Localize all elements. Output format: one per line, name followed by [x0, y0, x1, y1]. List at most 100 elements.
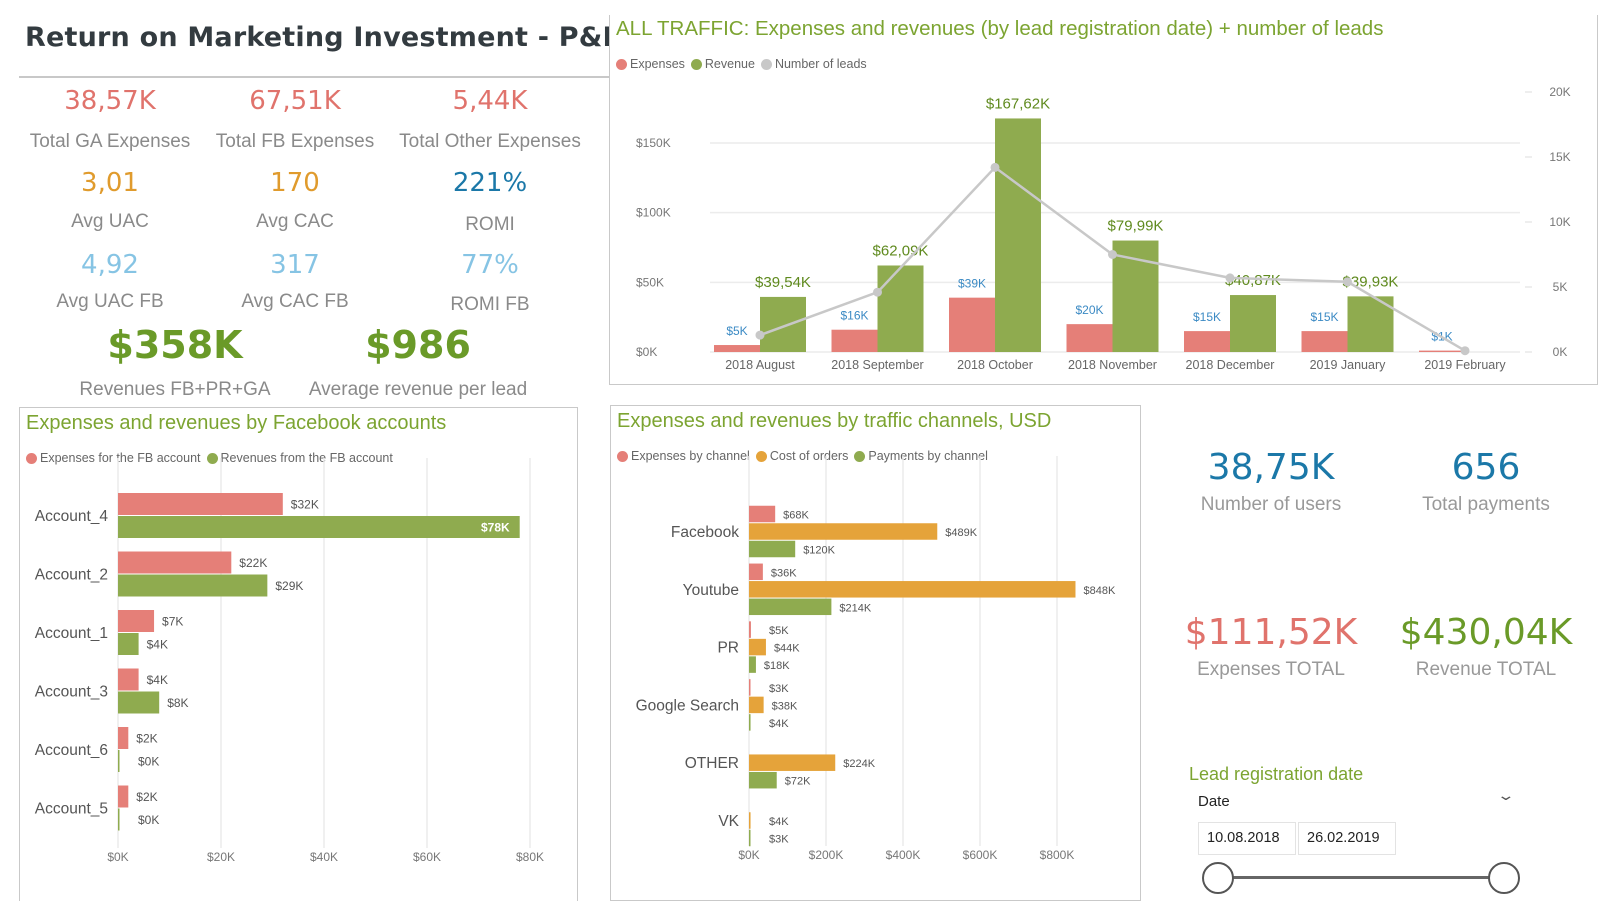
revenue-data-label: $40,87K	[1225, 272, 1281, 289]
bar-data-label: $78K	[481, 521, 510, 535]
expense-bar[interactable]	[1066, 324, 1113, 352]
channels-chart: $0K $200K $400K $600K $800K Facebook $68K $489K…	[636, 456, 1116, 862]
bar-expenses-by-channel[interactable]	[749, 505, 776, 523]
y2-tick-label: 15K	[1549, 150, 1570, 164]
bar-data-label: $68K	[783, 510, 809, 522]
x-tick-label: $80K	[516, 850, 544, 864]
bar-expenses-for-the-fb-account[interactable]	[118, 727, 129, 749]
kpi-label: Total GA Expenses	[29, 131, 191, 152]
bar-expenses-for-the-fb-account[interactable]	[118, 785, 129, 808]
expense-bar[interactable]	[1184, 331, 1230, 352]
leads-point[interactable]	[1460, 346, 1470, 356]
revenue-bar[interactable]	[760, 296, 806, 352]
leads-point[interactable]	[755, 330, 765, 340]
bar-payments-by-channel[interactable]	[749, 714, 751, 731]
category-label: Account_6	[35, 742, 108, 759]
bar-cost-of-orders[interactable]	[749, 581, 1076, 598]
start-date-input[interactable]: 10.08.2018	[1198, 822, 1296, 855]
legend-item-expenses[interactable]: Expenses	[616, 57, 685, 71]
bar-revenues-from-the-fb-account[interactable]	[118, 691, 160, 714]
kpi-value: 77%	[461, 250, 519, 280]
legend-item-fb-revenues[interactable]: Revenues from the FB account	[206, 451, 393, 465]
legend-label: Revenues from the FB account	[220, 451, 393, 465]
slider-end-handle[interactable]	[1488, 862, 1520, 894]
expense-bar[interactable]	[831, 329, 878, 352]
bar-expenses-for-the-fb-account[interactable]	[118, 668, 139, 691]
expense-bar[interactable]	[949, 297, 995, 352]
bar-expenses-for-the-fb-account[interactable]	[118, 551, 232, 574]
legend-item-cost-of-orders[interactable]: Cost of orders	[755, 449, 848, 463]
channels-chart-panel: Expenses and revenues by traffic channel…	[610, 405, 1141, 901]
bar-payments-by-channel[interactable]	[749, 771, 777, 789]
all-traffic-chart-title: ALL TRAFFIC: Expenses and revenues (by l…	[616, 17, 1384, 40]
kpi-value: 317	[270, 250, 320, 280]
legend-item-revenue[interactable]: Revenue	[690, 57, 755, 71]
revenue-bar[interactable]	[995, 118, 1041, 352]
expense-data-label: $15K	[1310, 310, 1338, 324]
bar-revenues-from-the-fb-account[interactable]	[118, 633, 139, 655]
legend-label: Revenue	[704, 57, 755, 71]
bar-expenses-by-channel[interactable]	[749, 563, 763, 581]
bar-data-label: $848K	[1083, 585, 1115, 597]
bar-revenues-from-the-fb-account[interactable]	[118, 516, 520, 538]
revenue-bar[interactable]	[877, 265, 924, 352]
bar-payments-by-channel[interactable]	[749, 829, 751, 847]
expense-data-label: $5K	[726, 324, 747, 338]
summary-kpi-value: $111,52K	[1184, 612, 1358, 653]
bar-payments-by-channel[interactable]	[749, 656, 756, 673]
slider-start-handle[interactable]	[1202, 862, 1234, 894]
y-tick-label: $50K	[636, 275, 664, 289]
leads-point[interactable]	[873, 287, 882, 297]
bar-expenses-by-channel[interactable]	[749, 621, 751, 638]
revenue-bar[interactable]	[1230, 295, 1276, 352]
bar-data-label: $4K	[769, 816, 789, 828]
expense-bar[interactable]	[1301, 331, 1348, 352]
leads-point[interactable]	[1225, 273, 1235, 283]
kpi-label: Avg UAC FB	[56, 291, 164, 312]
bar-cost-of-orders[interactable]	[749, 754, 836, 771]
bar-data-label: $4K	[147, 673, 168, 687]
bar-cost-of-orders[interactable]	[749, 812, 751, 829]
end-date-input[interactable]: 26.02.2019	[1298, 822, 1396, 855]
date-range-slider-track[interactable]	[1216, 876, 1502, 879]
expense-data-label: $20K	[1075, 303, 1103, 317]
legend-label: Expenses by channel	[631, 449, 750, 463]
bar-expenses-by-channel[interactable]	[749, 679, 751, 696]
chevron-down-icon[interactable]: ⌄	[1496, 788, 1516, 804]
legend-dot-icon	[690, 58, 702, 70]
bar-data-label: $489K	[945, 527, 977, 539]
x-tick-label: $600K	[963, 848, 998, 862]
summary-kpi-value: 38,75K	[1207, 447, 1335, 488]
summary-kpi: $111,52K Expenses TOTAL	[1185, 612, 1357, 681]
summary-kpi: 38,75K Number of users	[1201, 447, 1341, 516]
kpi-value: 221%	[452, 168, 528, 198]
leads-point[interactable]	[1343, 277, 1352, 287]
legend-dot-icon	[26, 452, 37, 464]
revenue-bar[interactable]	[1112, 240, 1159, 352]
bar-revenues-from-the-fb-account[interactable]	[118, 574, 268, 597]
x-category-label: 2018 December	[1186, 358, 1275, 372]
bar-cost-of-orders[interactable]	[749, 638, 766, 656]
bar-revenues-from-the-fb-account[interactable]	[118, 808, 120, 831]
bar-payments-by-channel[interactable]	[749, 540, 796, 558]
bar-data-label: $29K	[275, 579, 303, 593]
bar-payments-by-channel[interactable]	[749, 598, 832, 616]
y2-tick-label: 0K	[1553, 345, 1568, 359]
legend-item-leads[interactable]: Number of leads	[760, 57, 867, 71]
bar-cost-of-orders[interactable]	[749, 523, 938, 540]
fb-accounts-chart-title: Expenses and revenues by Facebook accoun…	[26, 412, 447, 434]
expense-bar[interactable]	[714, 345, 760, 352]
bar-expenses-for-the-fb-account[interactable]	[118, 493, 283, 515]
legend-item-channel-expenses[interactable]: Expenses by channel	[617, 449, 750, 463]
legend-dot-icon	[760, 58, 772, 70]
category-label: VK	[718, 813, 739, 830]
expense-bar[interactable]	[1419, 350, 1465, 352]
legend-item-fb-expenses[interactable]: Expenses for the FB account	[26, 451, 201, 465]
bar-expenses-for-the-fb-account[interactable]	[118, 610, 155, 632]
bar-revenues-from-the-fb-account[interactable]	[118, 750, 120, 772]
legend-item-payments[interactable]: Payments by channel	[854, 449, 988, 463]
bar-data-label: $0K	[138, 755, 159, 769]
leads-point[interactable]	[990, 162, 1000, 172]
leads-point[interactable]	[1108, 250, 1117, 259]
bar-cost-of-orders[interactable]	[749, 696, 764, 714]
